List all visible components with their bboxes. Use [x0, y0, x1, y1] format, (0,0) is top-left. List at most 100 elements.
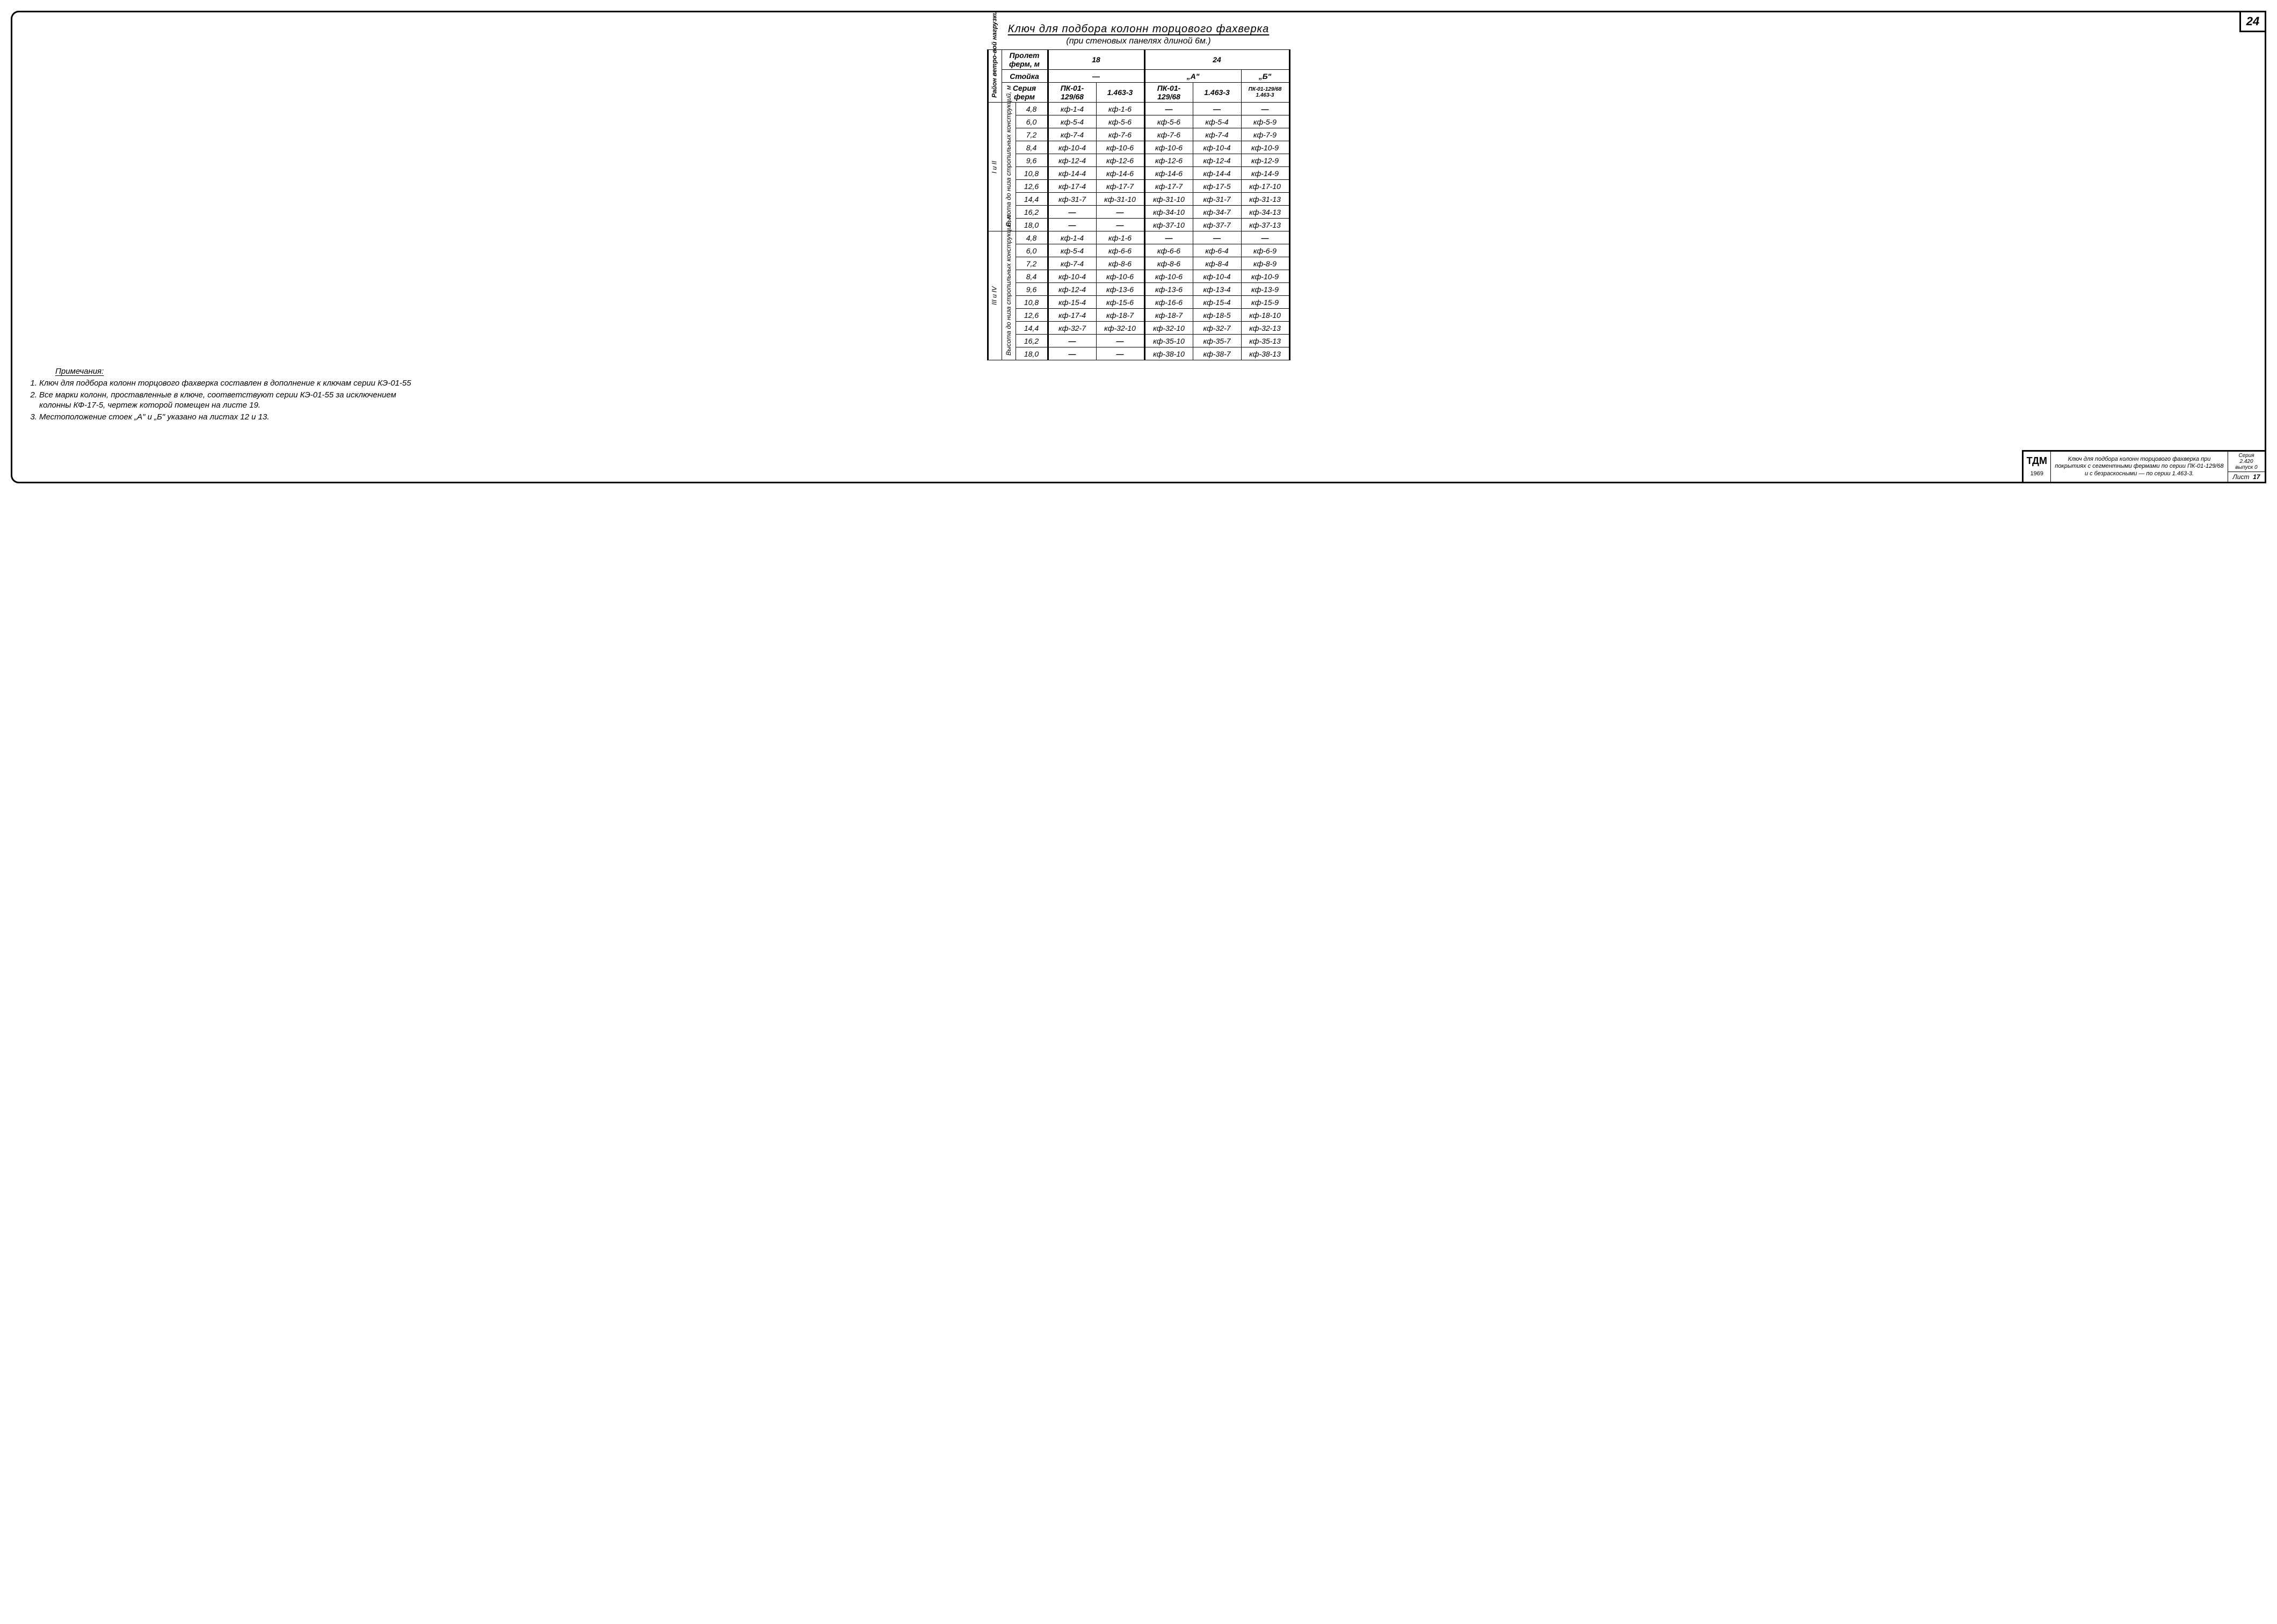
height-value: 16,2	[1016, 206, 1048, 219]
cell-value: —	[1241, 103, 1289, 115]
cell-value: кф-7-6	[1144, 128, 1193, 141]
cell-value: кф-32-7	[1048, 322, 1096, 335]
cell-value: кф-38-13	[1241, 347, 1289, 360]
cell-value: кф-10-4	[1193, 270, 1241, 283]
cell-value: кф-31-7	[1193, 193, 1241, 206]
height-value: 10,8	[1016, 167, 1048, 180]
hdr-wind-region: Район ветро-вой нагрузки	[988, 50, 1002, 103]
hdr-post: Стойка	[1002, 70, 1048, 83]
height-value: 9,6	[1016, 154, 1048, 167]
stamp-sheet-n: 17	[2253, 473, 2260, 481]
note-item: Местоположение стоек „А" и „Б" указано н…	[39, 412, 415, 423]
hdr-s3: ПК-01-129/68	[1144, 83, 1193, 103]
cell-value: кф-10-4	[1048, 270, 1096, 283]
cell-value: —	[1096, 347, 1144, 360]
cell-value: кф-37-7	[1193, 219, 1241, 231]
cell-value: кф-31-13	[1241, 193, 1289, 206]
cell-value: кф-8-6	[1144, 257, 1193, 270]
cell-value: кф-18-7	[1144, 309, 1193, 322]
cell-value: кф-32-7	[1193, 322, 1241, 335]
stamp-sheet-l: Лист	[2233, 473, 2250, 481]
hdr-span-24: 24	[1144, 50, 1289, 70]
cell-value: кф-31-7	[1048, 193, 1096, 206]
height-value: 9,6	[1016, 283, 1048, 296]
cell-value: кф-1-6	[1096, 103, 1144, 115]
cell-value: кф-32-13	[1241, 322, 1289, 335]
cell-value: кф-10-6	[1144, 141, 1193, 154]
cell-value: —	[1096, 335, 1144, 347]
cell-value: кф-12-6	[1144, 154, 1193, 167]
hdr-post-a: „А"	[1144, 70, 1241, 83]
cell-value: —	[1048, 335, 1096, 347]
cell-value: кф-32-10	[1144, 322, 1193, 335]
notes-heading: Примечания:	[55, 367, 415, 376]
cell-value: кф-8-6	[1096, 257, 1144, 270]
cell-value: кф-8-9	[1241, 257, 1289, 270]
cell-value: кф-14-4	[1048, 167, 1096, 180]
cell-value: кф-17-10	[1241, 180, 1289, 193]
selection-table: Район ветро-вой нагрузки Пролет ферм, м …	[987, 49, 1290, 360]
height-value: 7,2	[1016, 128, 1048, 141]
cell-value: кф-17-4	[1048, 309, 1096, 322]
hdr-s2: 1.463-3	[1096, 83, 1144, 103]
cell-value: кф-15-4	[1048, 296, 1096, 309]
stamp-issue: выпуск 0	[2235, 465, 2257, 470]
cell-value: —	[1144, 103, 1193, 115]
cell-value: кф-5-4	[1048, 115, 1096, 128]
cell-value: кф-18-7	[1096, 309, 1144, 322]
title-block: ТДМ 1969 Ключ для подбора колонн торцово…	[2022, 450, 2266, 483]
notes-block: Примечания: Ключ для подбора колонн торц…	[28, 367, 415, 422]
cell-value: кф-10-4	[1193, 141, 1241, 154]
region-label: I и II	[988, 103, 1002, 231]
cell-value: кф-34-7	[1193, 206, 1241, 219]
cell-value: кф-5-4	[1048, 244, 1096, 257]
cell-value: —	[1096, 219, 1144, 231]
notes-list: Ключ для подбора колонн торцового фахвер…	[28, 378, 415, 422]
height-value: 6,0	[1016, 244, 1048, 257]
hdr-s1: ПК-01-129/68	[1048, 83, 1096, 103]
cell-value: кф-6-9	[1241, 244, 1289, 257]
cell-value: кф-10-6	[1144, 270, 1193, 283]
cell-value: кф-12-4	[1048, 283, 1096, 296]
height-value: 6,0	[1016, 115, 1048, 128]
cell-value: кф-5-9	[1241, 115, 1289, 128]
stamp-logo-text: ТДМ	[2027, 455, 2047, 466]
cell-value: кф-12-6	[1096, 154, 1144, 167]
stamp-logo: ТДМ 1969	[2022, 451, 2050, 483]
cell-value: —	[1241, 231, 1289, 244]
cell-value: кф-12-4	[1048, 154, 1096, 167]
cell-value: кф-13-6	[1096, 283, 1144, 296]
cell-value: кф-34-10	[1144, 206, 1193, 219]
height-value: 14,4	[1016, 193, 1048, 206]
cell-value: кф-5-4	[1193, 115, 1241, 128]
cell-value: кф-31-10	[1096, 193, 1144, 206]
cell-value: кф-10-6	[1096, 141, 1144, 154]
height-value: 18,0	[1016, 347, 1048, 360]
height-value: 8,4	[1016, 270, 1048, 283]
cell-value: —	[1048, 206, 1096, 219]
height-label: Высота до низа стропильных конструкций, …	[1002, 231, 1016, 360]
cell-value: кф-32-10	[1096, 322, 1144, 335]
cell-value: кф-35-13	[1241, 335, 1289, 347]
cell-value: кф-17-4	[1048, 180, 1096, 193]
hdr-s5: ПК-01-129/68 1.463-3	[1241, 83, 1289, 103]
height-value: 4,8	[1016, 231, 1048, 244]
title: Ключ для подбора колонн торцового фахвер…	[28, 23, 2249, 35]
cell-value: кф-37-10	[1144, 219, 1193, 231]
cell-value: кф-15-9	[1241, 296, 1289, 309]
cell-value: кф-14-6	[1096, 167, 1144, 180]
height-value: 10,8	[1016, 296, 1048, 309]
cell-value: кф-17-5	[1193, 180, 1241, 193]
cell-value: кф-17-7	[1144, 180, 1193, 193]
drawing-sheet: 24 Ключ для подбора колонн торцового фах…	[11, 11, 2266, 483]
cell-value: кф-5-6	[1096, 115, 1144, 128]
cell-value: кф-14-4	[1193, 167, 1241, 180]
cell-value: кф-7-9	[1241, 128, 1289, 141]
cell-value: кф-6-6	[1144, 244, 1193, 257]
cell-value: кф-8-4	[1193, 257, 1241, 270]
cell-value: кф-35-7	[1193, 335, 1241, 347]
cell-value: кф-38-10	[1144, 347, 1193, 360]
cell-value: кф-18-10	[1241, 309, 1289, 322]
cell-value: кф-14-6	[1144, 167, 1193, 180]
stamp-year: 1969	[2031, 470, 2043, 477]
